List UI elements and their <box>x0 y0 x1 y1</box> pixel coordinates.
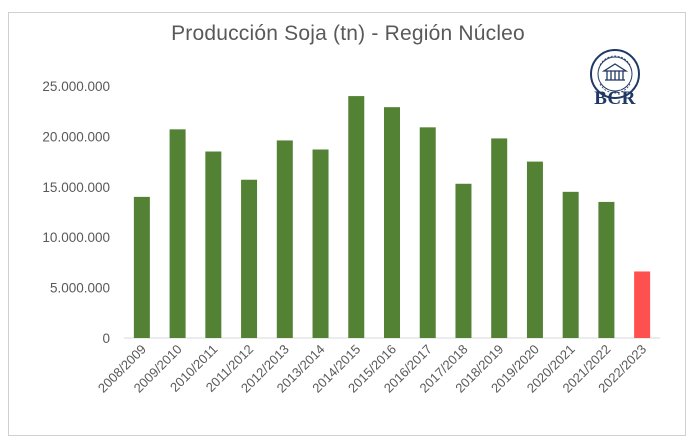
bar <box>348 96 365 338</box>
y-axis-ticks: 0 5.000.000 10.000.000 15.000.000 20.000.000… <box>42 79 110 346</box>
y-tick-label: 5.000.000 <box>50 281 110 296</box>
y-tick-label: 25.000.000 <box>42 79 110 94</box>
bar <box>526 161 543 338</box>
chart-title: Producción Soja (tn) - Región Núcleo <box>171 22 525 45</box>
bar <box>276 140 293 338</box>
y-tick-label: 0 <box>102 331 110 346</box>
bar <box>384 107 400 338</box>
bcr-seal-icon <box>590 49 640 99</box>
bcr-logo-text: BCR <box>594 88 636 109</box>
bar <box>455 183 472 338</box>
bar <box>241 179 258 338</box>
bar <box>312 149 329 338</box>
bar <box>169 129 186 338</box>
bar <box>598 201 615 338</box>
y-tick-label: 10.000.000 <box>42 230 110 245</box>
bar <box>133 196 150 338</box>
bar <box>205 151 222 338</box>
bars-group <box>133 96 651 338</box>
y-tick-label: 20.000.000 <box>42 129 110 144</box>
bar <box>419 127 436 338</box>
bar <box>491 138 508 338</box>
bar <box>634 271 651 338</box>
y-tick-label: 15.000.000 <box>42 180 110 195</box>
bar <box>562 191 579 338</box>
x-axis-ticks: 2008/20092009/20102010/20112011/20122012… <box>95 342 649 396</box>
